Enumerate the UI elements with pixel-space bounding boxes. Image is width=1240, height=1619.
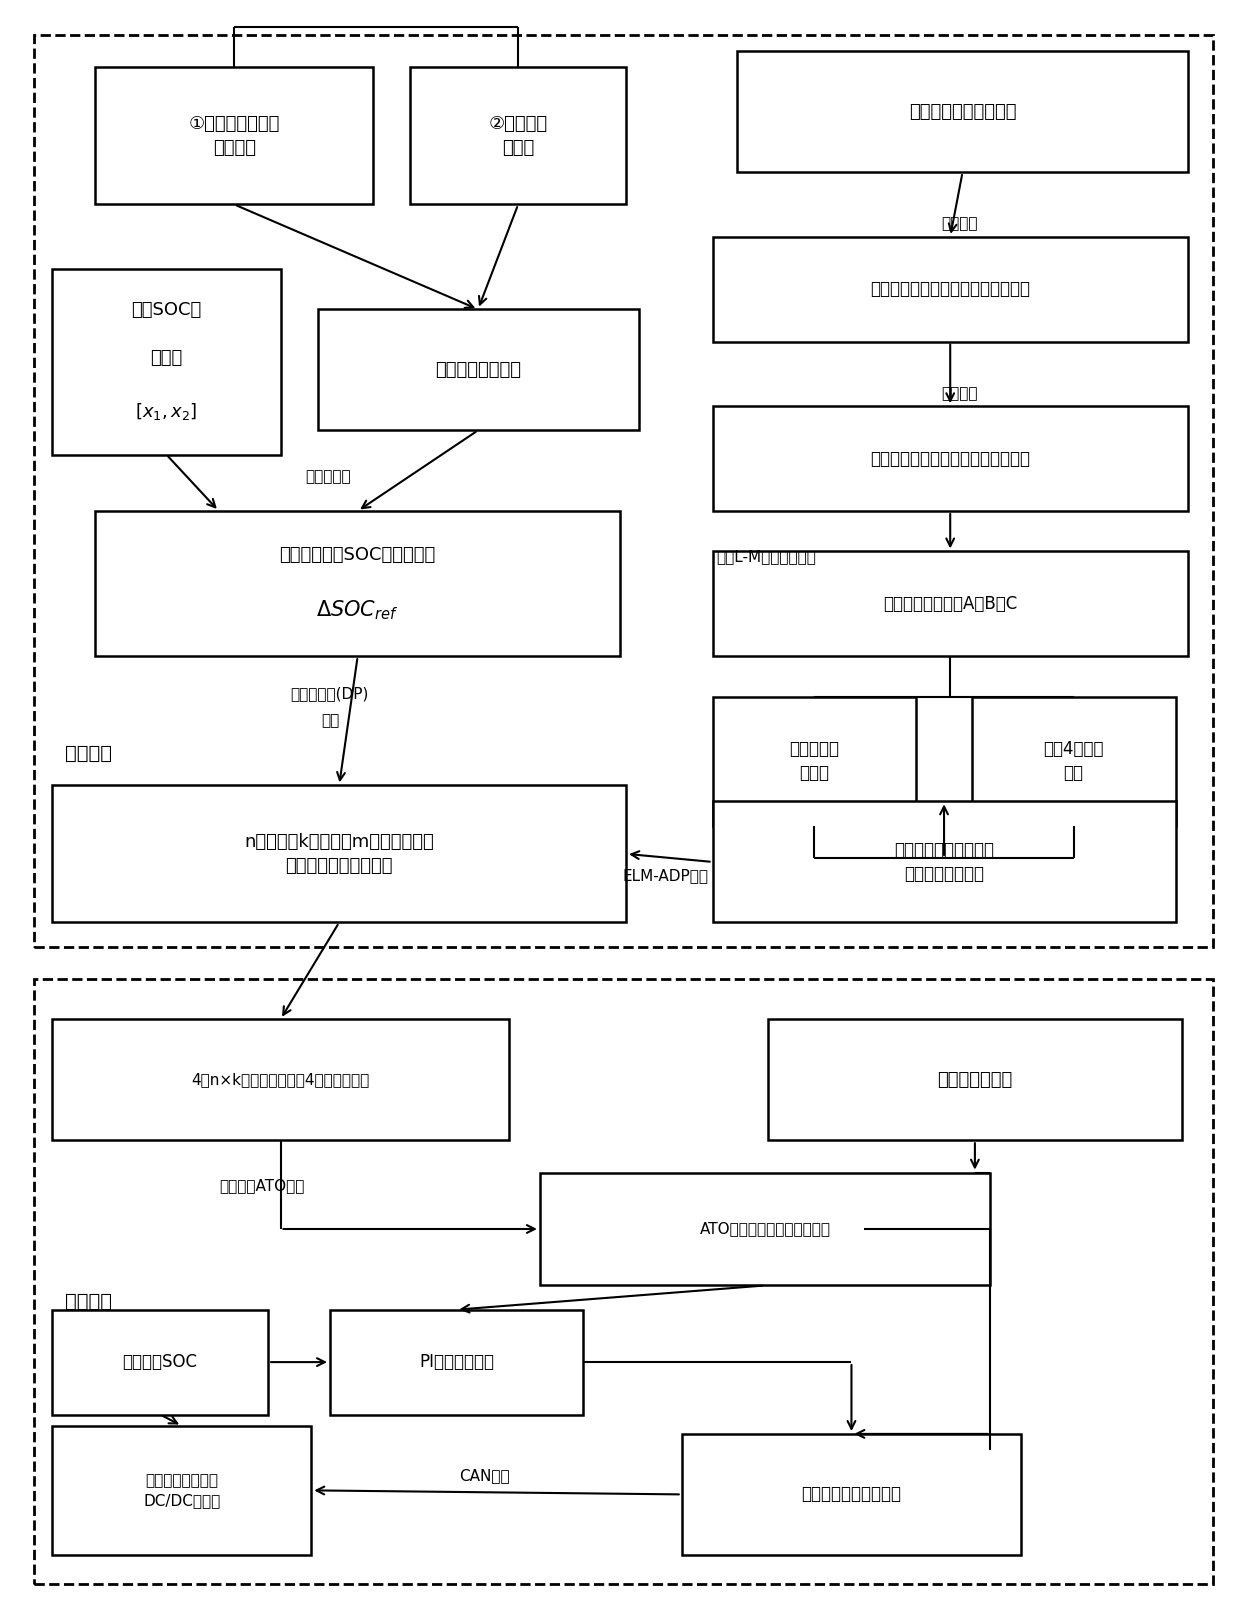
Bar [330,1310,583,1415]
Text: 每相邻区间的SOC降低标准：: 每相邻区间的SOC降低标准： [279,546,435,563]
Bar [33,979,1213,1583]
Text: 燃料电池输出参考功率: 燃料电池输出参考功率 [801,1485,901,1504]
Text: 列车实际SOC: 列车实际SOC [123,1353,197,1371]
Bar [682,1434,1022,1554]
Bar [972,696,1176,826]
Text: ②列车调度
方案案: ②列车调度 方案案 [489,115,548,157]
Bar [738,52,1188,172]
Text: $[x_1,x_2]$: $[x_1,x_2]$ [135,402,197,423]
Text: 列车4种载重
情况: 列车4种载重 情况 [1043,740,1104,782]
Text: 列车运行速
度曲线: 列车运行速 度曲线 [790,740,839,782]
Text: 列车基本阻力系数A、B和C: 列车基本阻力系数A、B和C [883,594,1017,612]
Text: 离线计算: 离线计算 [64,743,112,763]
Bar [713,801,1176,923]
Text: 列车基本阻力与列车速度的计算数据: 列车基本阻力与列车速度的计算数据 [870,450,1030,468]
Text: n个区间、k步决策、m种载重情况下
列车最优功率分配曲线: n个区间、k步决策、m种载重情况下 列车最优功率分配曲线 [244,834,434,874]
Bar [713,406,1188,512]
Bar [95,512,620,656]
Bar [52,269,280,455]
Text: 4个n×k矩阵（分别对应4种载重情况）: 4个n×k矩阵（分别对应4种载重情况） [191,1072,370,1088]
Text: 目标列车（有轨电车）: 目标列车（有轨电车） [909,102,1017,121]
Bar [52,1020,508,1140]
Text: PI反馈调节系统: PI反馈调节系统 [419,1353,494,1371]
Bar [713,236,1188,342]
Bar [713,696,916,826]
Text: 燃料电池后级单向
DC/DC变换器: 燃料电池后级单向 DC/DC变换器 [143,1473,221,1507]
Text: 储能SOC利: 储能SOC利 [131,301,201,319]
Text: 存入列车ATO系统: 存入列车ATO系统 [219,1179,305,1193]
Text: 逆推计算: 逆推计算 [941,385,977,402]
Text: $\it{\Delta SOC_{ref}}$: $\it{\Delta SOC_{ref}}$ [316,597,399,622]
Text: CAN通信: CAN通信 [459,1468,510,1483]
Text: ELM-ADP计算: ELM-ADP计算 [622,868,709,882]
Text: 基于L-M迭代的拟合法: 基于L-M迭代的拟合法 [717,549,816,563]
Text: 用区间: 用区间 [150,350,182,368]
Text: ①目标线路信息、
站点信息: ①目标线路信息、 站点信息 [188,115,280,157]
Text: 计算: 计算 [321,714,339,729]
Bar [410,68,626,204]
Text: 经加权计算: 经加权计算 [305,470,351,484]
Bar [713,552,1188,656]
Text: 经动态规划(DP): 经动态规划(DP) [290,686,370,701]
Text: 列车实际载重量: 列车实际载重量 [937,1070,1013,1088]
Text: ATO系统中离线数据进行插值: ATO系统中离线数据进行插值 [699,1221,831,1237]
Text: 型式试验: 型式试验 [941,217,977,232]
Bar [33,36,1213,947]
Text: 列车母线功率与列车速度的试验数据: 列车母线功率与列车速度的试验数据 [870,280,1030,298]
Bar [768,1020,1182,1140]
Bar [52,1310,268,1415]
Text: 线路工况特征统计: 线路工况特征统计 [435,361,521,379]
Text: 不同区间、不同载重下
列车运行功率曲线: 不同区间、不同载重下 列车运行功率曲线 [894,842,994,882]
Bar [52,1426,311,1554]
Text: 在线执行: 在线执行 [64,1292,112,1311]
Bar [95,68,373,204]
Bar [52,785,626,923]
Bar [539,1172,991,1285]
Bar [317,309,639,431]
